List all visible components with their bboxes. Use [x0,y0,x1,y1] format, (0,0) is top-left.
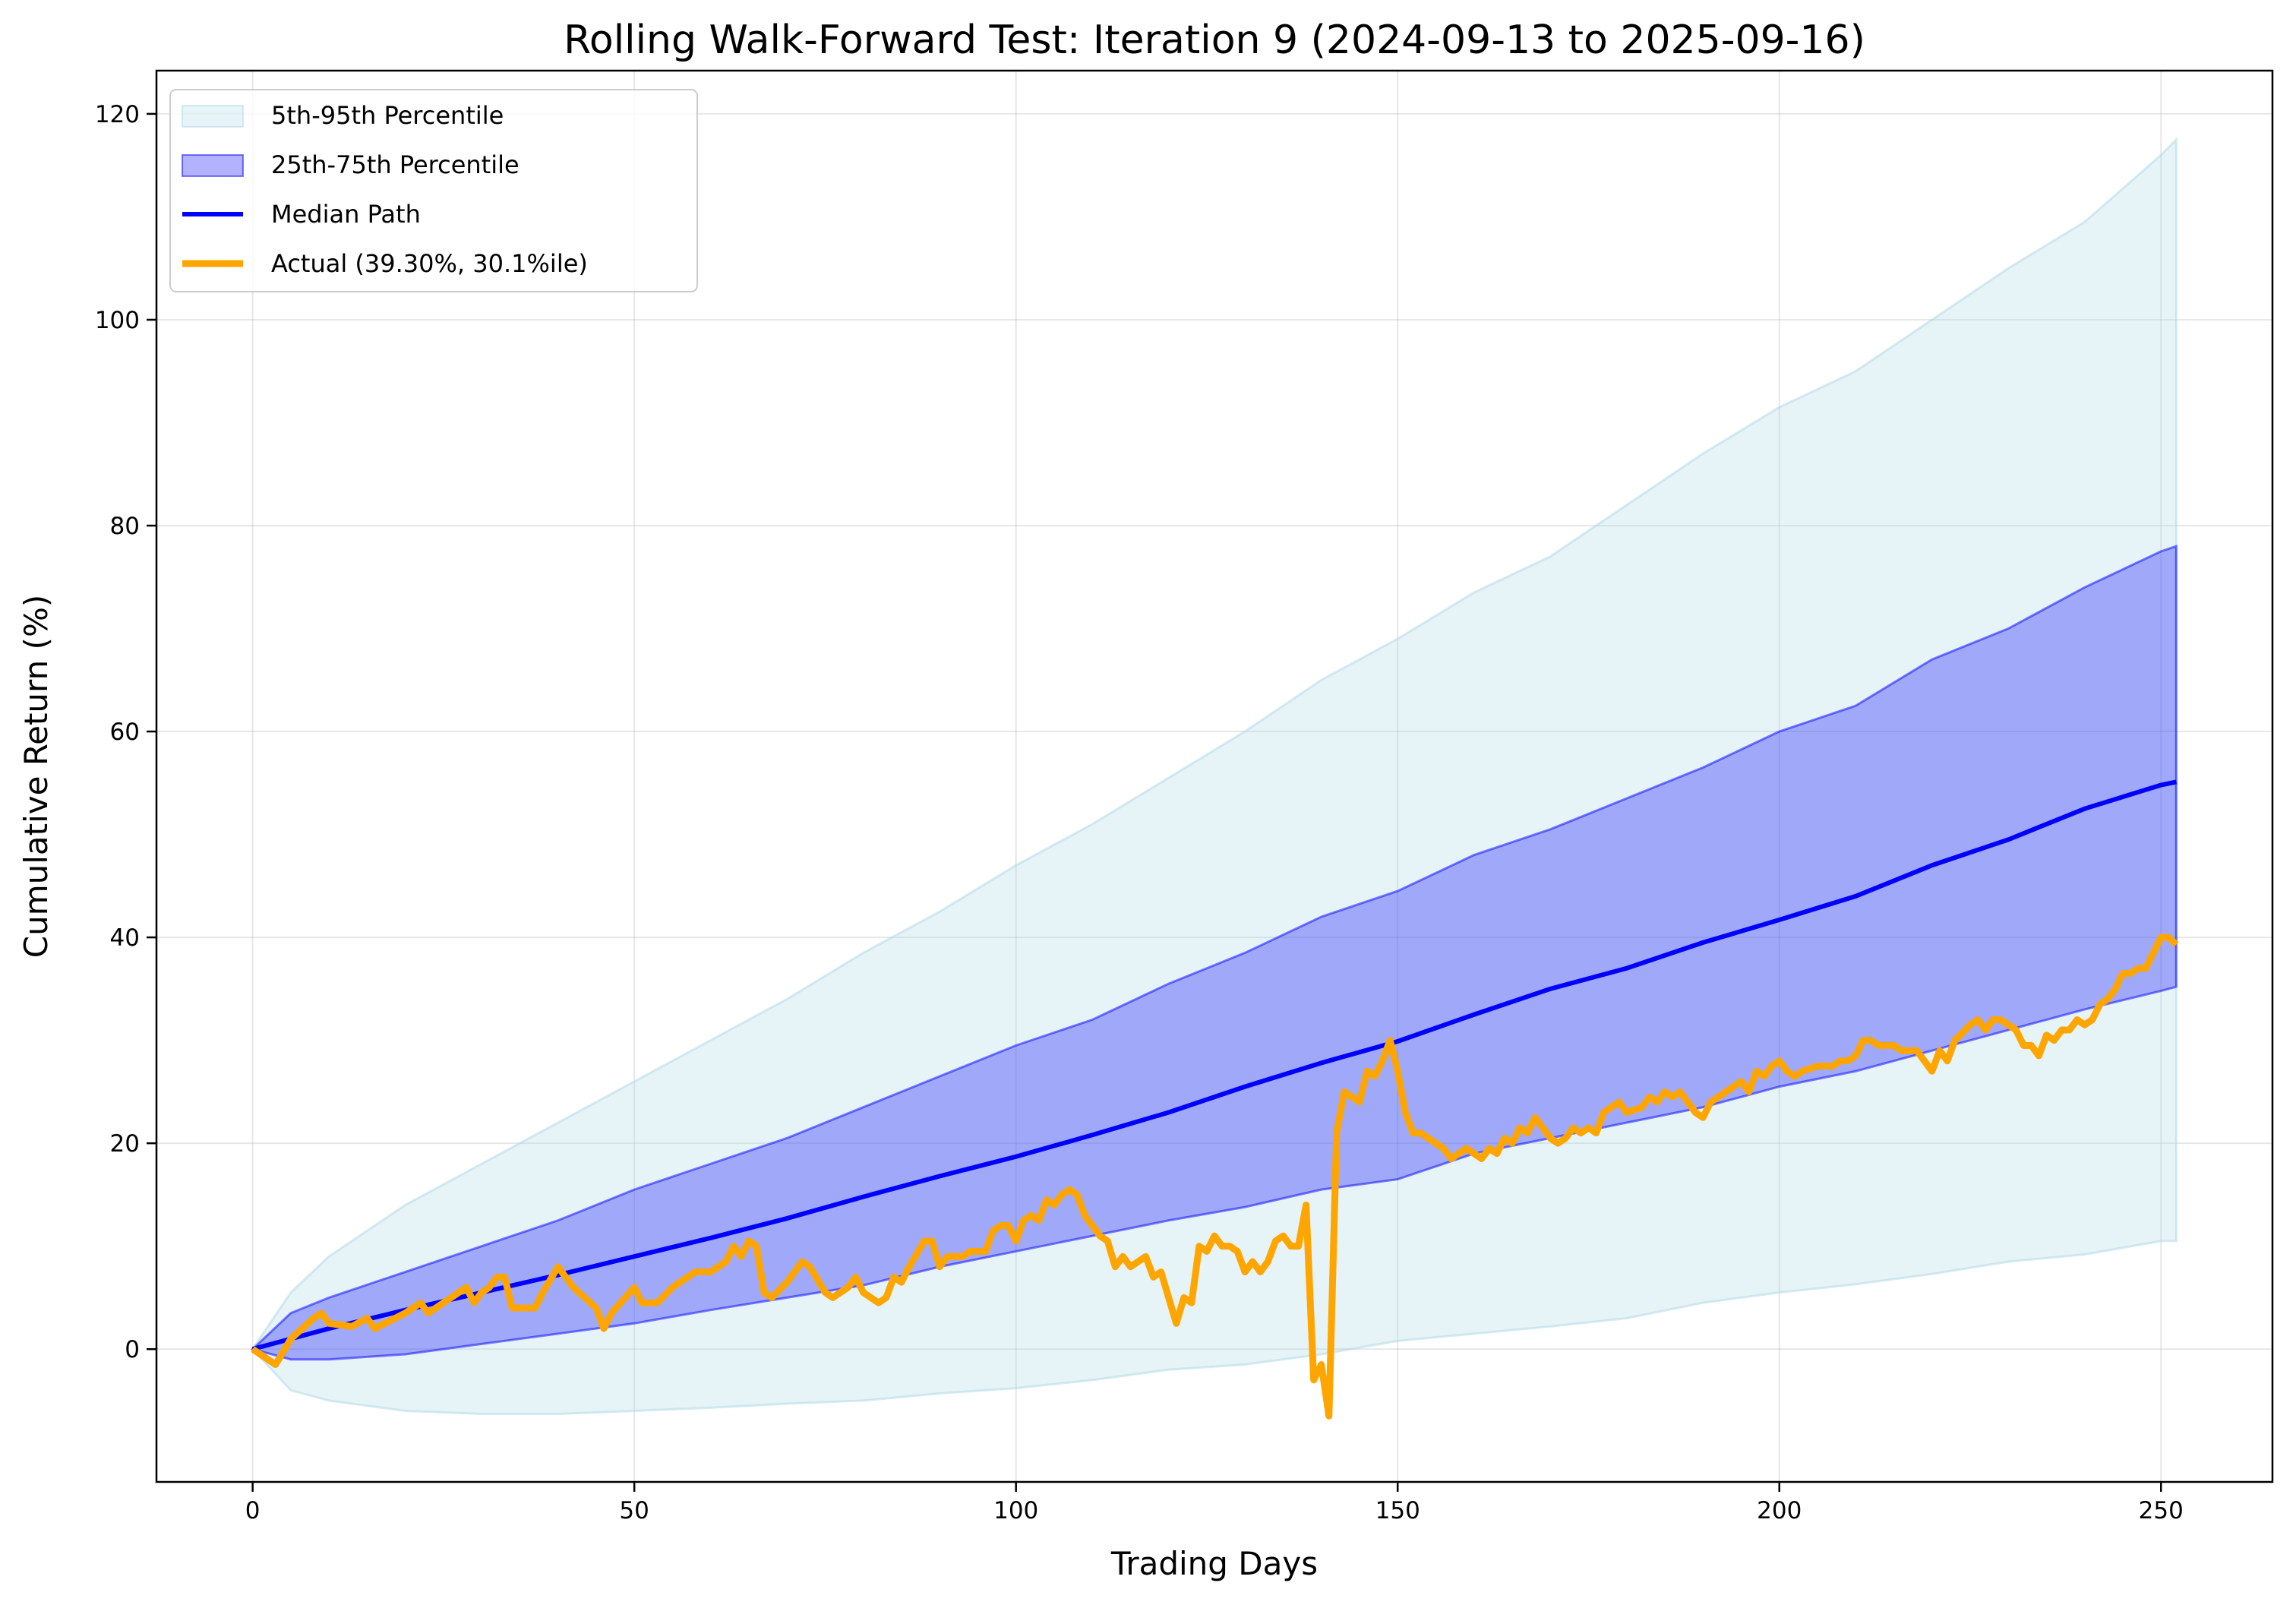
y-tick-label: 60 [110,719,140,746]
x-tick-label: 150 [1375,1497,1420,1524]
chart-title: Rolling Walk-Forward Test: Iteration 9 (… [564,17,1865,63]
legend-label: 5th-95th Percentile [271,101,504,130]
x-axis-label: Trading Days [1110,1545,1318,1582]
legend: 5th-95th Percentile 25th-75th Percentile M… [169,89,698,292]
legend-frame [169,89,698,292]
y-tick-label: 20 [110,1130,140,1158]
x-tick-label: 100 [993,1497,1038,1524]
band-25-75 [250,545,2178,1361]
y-tick-label: 80 [110,513,140,540]
x-tick-label: 50 [619,1497,649,1524]
legend-swatch-band_outer [182,105,244,128]
x-tick-label: 250 [2139,1497,2184,1524]
y-tick-label: 40 [110,924,140,952]
x-tick-label: 0 [245,1497,261,1524]
legend-label: Median Path [271,200,421,229]
y-tick-label: 100 [95,307,140,334]
axes-frame [155,69,2274,1483]
plot-area: 0 50 100 150 200 250 0 20 40 60 80 100 120 5th-95th P… [95,69,2274,1524]
legend-swatch-band_inner [182,154,244,177]
y-axis-label: Cumulative Return (%) [17,595,55,958]
median-line [251,779,2177,1352]
y-tick-label: 120 [95,101,140,128]
legend-label: Actual (39.30%, 30.1%ile) [271,249,588,278]
x-tick-label: 200 [1757,1497,1802,1524]
actual-line [251,934,2179,1420]
y-tick-label: 0 [125,1336,140,1363]
legend-label: 25th-75th Percentile [271,150,520,179]
